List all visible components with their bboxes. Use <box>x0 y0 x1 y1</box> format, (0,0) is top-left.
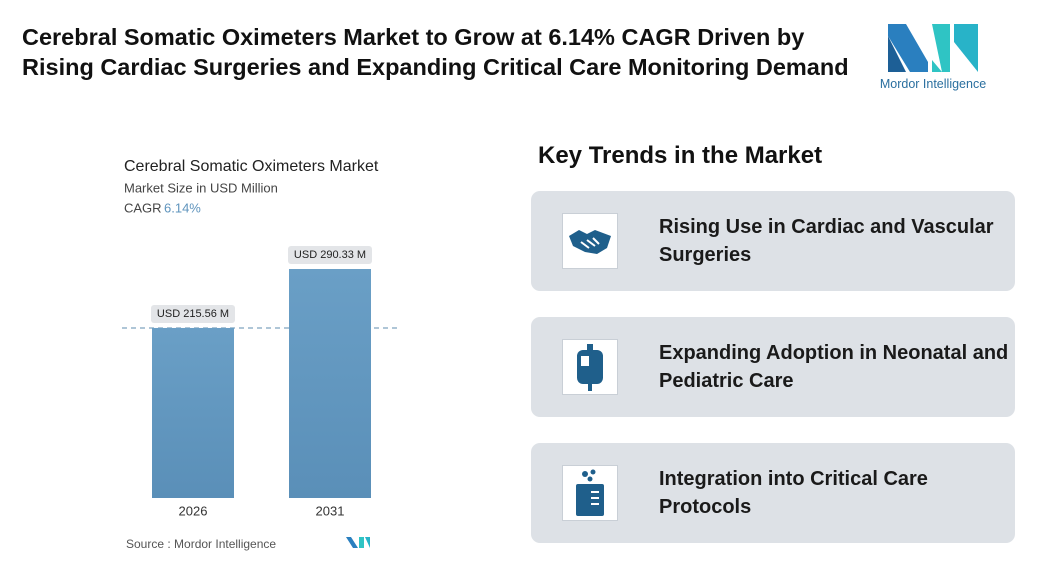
chart-subtitle: Market Size in USD Million <box>124 180 278 195</box>
cagr-value: 6.14% <box>164 200 201 215</box>
trends-title: Key Trends in the Market <box>538 142 823 169</box>
trend-card: Rising Use in Cardiac and Vascular Surge… <box>531 191 1015 291</box>
value-label: USD 215.56 M <box>157 308 229 320</box>
trend-card: Expanding Adoption in Neonatal and Pedia… <box>531 317 1015 417</box>
trend-text: Expanding Adoption in Neonatal and Pedia… <box>659 342 1009 392</box>
logo-shape <box>954 24 978 72</box>
logo-text: Mordor Intelligence <box>880 77 986 91</box>
trend-text: Integration into Critical Care Protocols <box>659 468 928 518</box>
logo: Mordor Intelligence <box>880 24 986 91</box>
source-logo <box>346 537 370 548</box>
trend-text: Rising Use in Cardiac and Vascular Surge… <box>659 216 994 266</box>
value-label-box <box>288 246 372 264</box>
x-tick-label: 2031 <box>316 503 345 518</box>
cagr-label: CAGR <box>124 200 162 215</box>
bar <box>289 269 371 498</box>
chart: Cerebral Somatic Oximeters Market Market… <box>122 158 400 551</box>
value-label-box <box>151 304 235 323</box>
logo-shape <box>888 36 906 72</box>
trend-icon <box>562 213 618 269</box>
source: Source : Mordor Intelligence <box>126 537 276 551</box>
trend-icon <box>562 339 618 395</box>
trend-card: Integration into Critical Care Protocols <box>531 443 1015 543</box>
x-tick-label: 2026 <box>179 503 208 518</box>
page-title: Cerebral Somatic Oximeters Market to Gro… <box>22 24 849 80</box>
trend-icon <box>562 465 618 521</box>
logo-shape <box>932 24 950 72</box>
value-label: USD 290.33 M <box>294 249 366 261</box>
chart-title: Cerebral Somatic Oximeters Market <box>124 158 379 175</box>
logo-shape <box>888 24 928 72</box>
bar <box>152 327 234 498</box>
